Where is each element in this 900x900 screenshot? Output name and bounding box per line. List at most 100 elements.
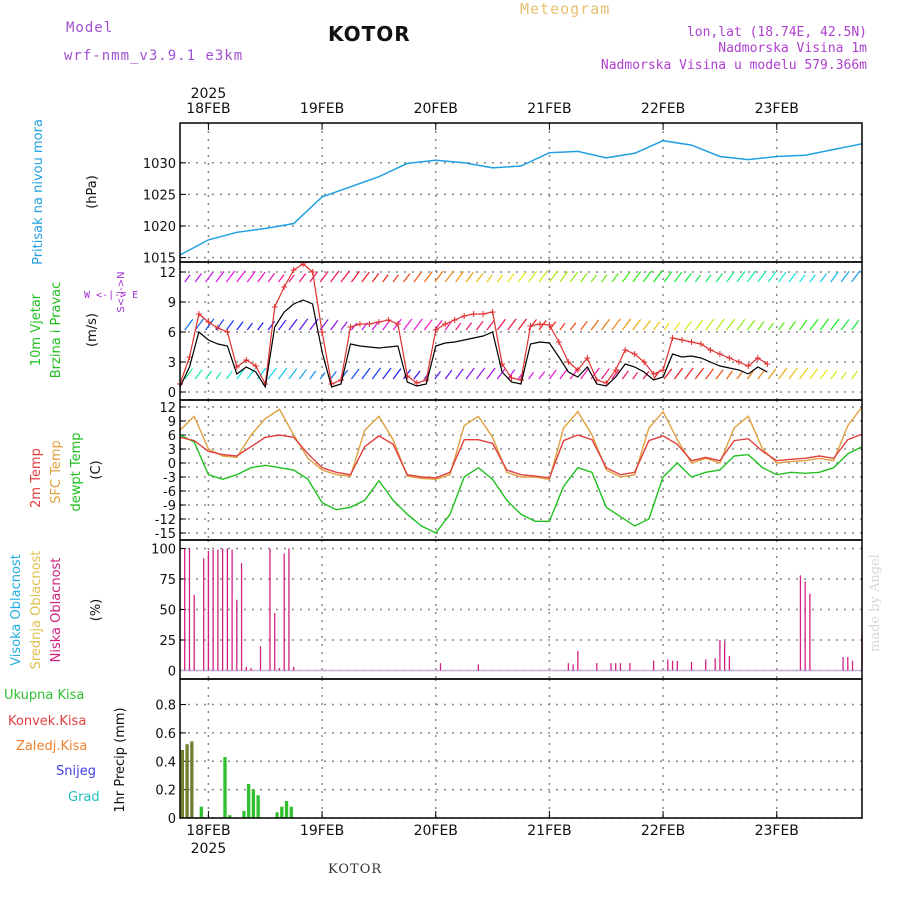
wind-gust-marker	[546, 322, 553, 328]
wind-barb	[350, 368, 360, 380]
footer-city: KOTOR	[328, 862, 383, 877]
top-year-label: 2025	[191, 86, 227, 102]
wind-barb	[267, 320, 276, 331]
wind-gust-marker	[697, 341, 704, 347]
precip-legend-label: Ukupna Kisa	[4, 688, 84, 703]
wind-barb	[840, 372, 847, 380]
wind-barb	[767, 322, 774, 331]
wind-gust-marker	[309, 269, 316, 275]
wind-barb	[517, 318, 527, 331]
wind-barb	[830, 271, 839, 283]
wind-barb	[611, 369, 620, 380]
wind-gust-marker	[735, 359, 742, 365]
pressure-tick-label: 1020	[143, 220, 176, 235]
cloud-unit: (%)	[89, 599, 104, 622]
wind-barb	[726, 271, 735, 283]
panel-frame	[179, 539, 863, 680]
wind-gust-marker	[394, 321, 401, 327]
wind-barb	[476, 273, 484, 283]
wind-barb	[746, 320, 756, 331]
wind-barb	[361, 367, 371, 380]
wind-barb	[548, 321, 557, 331]
wind-barb	[653, 321, 661, 331]
wind-barb	[548, 369, 557, 380]
wind-ylabel-1: 10m Vjetar	[29, 293, 44, 366]
wind-barb	[444, 369, 453, 380]
wind-barb	[726, 318, 736, 331]
temp-tick-label: 9	[168, 415, 176, 430]
lonlat-label: lon,lat (18.74E, 42.5N)	[686, 25, 867, 40]
wind-barb	[476, 367, 486, 380]
wind-gust-marker	[281, 284, 288, 290]
wind-barb	[455, 368, 464, 380]
wind-barb	[444, 270, 455, 283]
wind-gust-marker	[764, 361, 771, 367]
wind-tick-label: 6	[168, 326, 176, 341]
wind-barb	[413, 318, 423, 331]
wind-barb	[382, 319, 391, 331]
wind-barb	[215, 371, 222, 380]
wind-barb	[194, 318, 205, 331]
bottom-year-label: 2025	[191, 841, 227, 857]
wind-barb	[840, 270, 850, 283]
temp-tick-label: -3	[163, 471, 176, 486]
precip-tick-label: 0	[168, 812, 176, 827]
wind-barb	[840, 319, 850, 331]
precip-bar	[180, 749, 185, 818]
wind-barb	[486, 319, 495, 331]
wind-barb	[528, 270, 538, 283]
temp-ylabel-2: SFC Temp	[49, 440, 64, 504]
wind-barb	[496, 274, 504, 283]
pressure-line	[179, 139, 863, 256]
wind-barb	[611, 273, 619, 283]
wind-barb	[403, 318, 413, 331]
wind-barb	[257, 322, 264, 331]
wind-gust-marker	[451, 317, 458, 323]
wind-barb	[642, 320, 651, 331]
temp-tick-label: 6	[168, 429, 176, 444]
wind-barb	[434, 371, 442, 380]
precip-bar	[185, 744, 189, 818]
wind-barb	[590, 319, 600, 331]
wind-tick-label: 9	[168, 296, 176, 311]
wind-barb	[684, 320, 692, 331]
precip-bar	[284, 800, 289, 818]
wind-gust-marker	[413, 380, 420, 386]
wind-gust-marker	[480, 311, 487, 317]
wind-gust-marker	[508, 375, 515, 381]
panel-frame	[179, 678, 863, 819]
wind-gust-marker	[205, 319, 212, 325]
wind-barb	[778, 367, 788, 380]
wind-barb	[486, 274, 493, 283]
wind-gust-marker	[574, 367, 581, 373]
cloud-tick-label: 50	[159, 604, 176, 619]
wind-barb	[194, 369, 203, 380]
wind-barb	[278, 367, 288, 380]
wind-gust-marker	[186, 354, 193, 360]
wind-gust-marker	[252, 363, 259, 369]
bottom-day-label: 23FEB	[755, 823, 799, 839]
precip-bar	[228, 815, 232, 818]
wind-barb	[246, 270, 256, 283]
wind-barb	[569, 271, 579, 283]
page-title: KOTOR	[328, 22, 411, 46]
wind-barb	[736, 372, 743, 380]
temp-tick-label: -12	[155, 513, 176, 528]
wind-barb	[517, 271, 526, 283]
wind-barb	[257, 271, 266, 283]
wind-barb	[673, 271, 683, 283]
wind-barb	[225, 371, 233, 380]
wind-barb	[413, 370, 421, 380]
temp-ylabel-1: 2m Temp	[29, 448, 44, 508]
wind-ylabel-2: Brzina i Pravac	[49, 282, 64, 379]
wind-barb	[496, 318, 506, 331]
top-day-label: 23FEB	[755, 101, 799, 117]
wind-barb	[371, 273, 380, 283]
temp2m-line	[179, 433, 863, 479]
pressure-ylabel: Pritisak na nivou mora	[31, 119, 46, 265]
temp-tick-label: -6	[163, 485, 176, 500]
wind-barb	[225, 319, 235, 331]
wind-barb	[330, 270, 340, 283]
wind-barb	[601, 368, 610, 380]
